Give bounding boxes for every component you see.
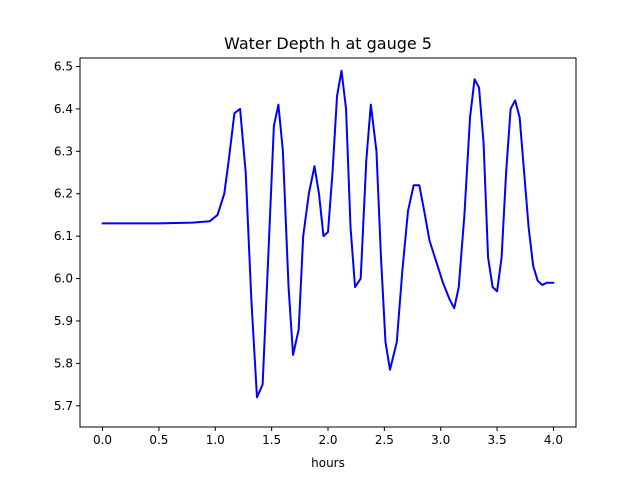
y-tick-label: 6.0: [54, 272, 73, 286]
y-tick-label: 5.9: [54, 314, 73, 328]
x-axis: 0.0 0.5 1.0 1.5 2.0 2.5 3.0 3.5 4.0: [93, 427, 563, 447]
x-axis-label: hours: [311, 456, 345, 470]
y-tick-label: 6.2: [54, 187, 73, 201]
x-tick-label: 1.0: [206, 433, 225, 447]
series-line-1: [101, 69, 555, 399]
x-tick-label: 4.0: [544, 433, 563, 447]
y-tick-label: 6.4: [54, 102, 73, 116]
x-tick-label: 2.0: [318, 433, 337, 447]
x-tick-label: 0.0: [93, 433, 112, 447]
y-tick-label: 6.3: [54, 144, 73, 158]
chart-title: Water Depth h at gauge 5: [224, 34, 432, 53]
x-tick-label: 3.0: [431, 433, 450, 447]
y-tick-label: 6.5: [54, 59, 73, 73]
y-tick-label: 5.7: [54, 399, 73, 413]
x-tick-label: 3.5: [488, 433, 507, 447]
x-tick-label: 0.5: [149, 433, 168, 447]
y-tick-label: 6.1: [54, 229, 73, 243]
x-tick-label: 2.5: [375, 433, 394, 447]
y-tick-label: 5.8: [54, 356, 73, 370]
y-axis: 5.7 5.8 5.9 6.0 6.1 6.2 6.3 6.4 6.5: [54, 59, 80, 413]
x-tick-label: 1.5: [262, 433, 281, 447]
